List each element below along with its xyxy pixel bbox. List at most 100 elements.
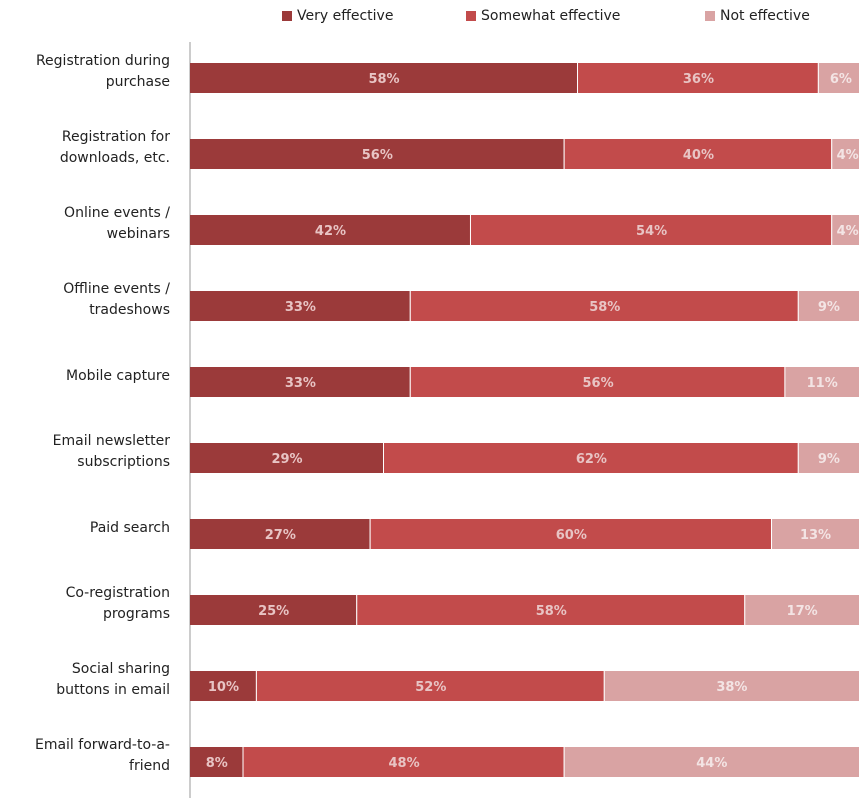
bar-segment-separator xyxy=(409,367,411,397)
bar-segment-separator xyxy=(563,747,565,777)
category-label-line: subscriptions xyxy=(77,454,170,470)
bar-segment xyxy=(190,443,384,473)
data-label: 9% xyxy=(818,452,840,467)
category-label: Social sharing buttons in email xyxy=(0,659,170,701)
bar-segment-separator xyxy=(784,367,786,397)
bar-segment-separator xyxy=(383,443,385,473)
category-label-line: Co-registration xyxy=(65,585,170,601)
chart-legend: Very effective Somewhat effective Not ef… xyxy=(0,8,859,32)
bar-segment xyxy=(190,747,243,777)
bar-segment-separator xyxy=(369,519,371,549)
bar-segment-separator xyxy=(831,139,833,169)
category-label-line: Offline events / xyxy=(63,281,170,297)
data-label: 27% xyxy=(265,528,296,543)
bar-segment-separator xyxy=(603,671,605,701)
bar-segment-separator xyxy=(797,443,799,473)
category-label: Registration for downloads, etc. xyxy=(0,127,170,169)
data-label: 10% xyxy=(208,680,239,695)
data-label: 4% xyxy=(837,148,859,163)
bar-segment xyxy=(243,747,564,777)
bar-segment xyxy=(410,367,785,397)
bar-segment xyxy=(798,443,859,473)
bar-segment-separator xyxy=(817,63,819,93)
bar-segment xyxy=(604,671,859,701)
bar-segment-separator xyxy=(409,291,411,321)
data-label: 58% xyxy=(589,300,620,315)
data-label: 56% xyxy=(362,148,393,163)
category-label: Paid search xyxy=(0,518,170,539)
category-label-line: Registration during xyxy=(35,53,170,69)
bar-segment xyxy=(564,139,832,169)
data-label: 33% xyxy=(285,376,316,391)
bar-segment-separator xyxy=(563,139,565,169)
data-label: 36% xyxy=(683,72,714,87)
category-label: Co-registration programs xyxy=(0,583,170,625)
category-label-line: webinars xyxy=(106,226,170,242)
legend-swatch-somewhat-effective xyxy=(466,11,476,21)
category-label-line: Paid search xyxy=(89,519,170,536)
data-label: 38% xyxy=(716,680,747,695)
data-label: 54% xyxy=(636,224,667,239)
data-label: 58% xyxy=(536,604,567,619)
category-label: Mobile capture xyxy=(0,366,170,387)
category-label-line: Social sharing xyxy=(71,661,170,677)
legend-label-somewhat-effective: Somewhat effective xyxy=(481,8,621,24)
bar-segment xyxy=(785,367,859,397)
bar-segment xyxy=(832,139,859,169)
bar-segment xyxy=(798,291,859,321)
data-label: 48% xyxy=(389,756,420,771)
legend-item-not-effective: Not effective xyxy=(705,8,810,24)
bar-segment-separator xyxy=(797,291,799,321)
category-label-line: friend xyxy=(129,758,170,774)
legend-item-somewhat-effective: Somewhat effective xyxy=(466,8,620,24)
legend-item-very-effective: Very effective xyxy=(282,8,393,24)
bar-segment-separator xyxy=(831,215,833,245)
category-label-line: programs xyxy=(102,606,170,622)
data-label: 29% xyxy=(271,452,302,467)
category-label-line: downloads, etc. xyxy=(59,150,170,166)
bar-segment xyxy=(818,63,859,93)
bar-segment-separator xyxy=(744,595,746,625)
bar-segment xyxy=(410,291,798,321)
bar-segment xyxy=(357,595,745,625)
bar-segment xyxy=(190,139,564,169)
category-label-line: Registration for xyxy=(61,129,170,145)
data-label: 4% xyxy=(837,224,859,239)
data-label: 58% xyxy=(368,72,399,87)
bar-segment-separator xyxy=(771,519,773,549)
bar-segment xyxy=(190,671,256,701)
legend-label-very-effective: Very effective xyxy=(297,8,394,24)
data-label: 9% xyxy=(818,300,840,315)
legend-label-not-effective: Not effective xyxy=(720,8,810,24)
category-label-line: purchase xyxy=(105,74,170,90)
data-label: 44% xyxy=(696,756,727,771)
data-label: 42% xyxy=(315,224,346,239)
data-label: 6% xyxy=(830,72,852,87)
bar-segment xyxy=(832,215,859,245)
bar-segment-separator xyxy=(469,215,471,245)
bar-segment xyxy=(190,595,357,625)
bar-segment xyxy=(190,367,410,397)
category-label-line: tradeshows xyxy=(89,302,170,318)
category-label: Registration during purchase xyxy=(0,51,170,93)
category-label-line: Online events / xyxy=(64,205,170,221)
bar-segment xyxy=(370,519,772,549)
bar-segment-separator xyxy=(577,63,579,93)
category-label: Email forward-to-a-friend xyxy=(0,735,170,777)
category-label-line: Email forward-to-a- xyxy=(34,737,170,753)
data-label: 52% xyxy=(415,680,446,695)
bar-segment-separator xyxy=(255,671,257,701)
category-label: Offline events / tradeshows xyxy=(0,279,170,321)
bar-segment xyxy=(578,63,818,93)
bar-segment xyxy=(190,215,470,245)
bar-segment xyxy=(564,747,859,777)
data-label: 13% xyxy=(800,528,831,543)
data-label: 33% xyxy=(285,300,316,315)
data-label: 11% xyxy=(807,376,838,391)
data-label: 17% xyxy=(787,604,818,619)
bar-segment-separator xyxy=(356,595,358,625)
category-label-line: Email newsletter xyxy=(52,433,170,449)
legend-swatch-very-effective xyxy=(282,11,292,21)
bar-segment xyxy=(772,519,859,549)
